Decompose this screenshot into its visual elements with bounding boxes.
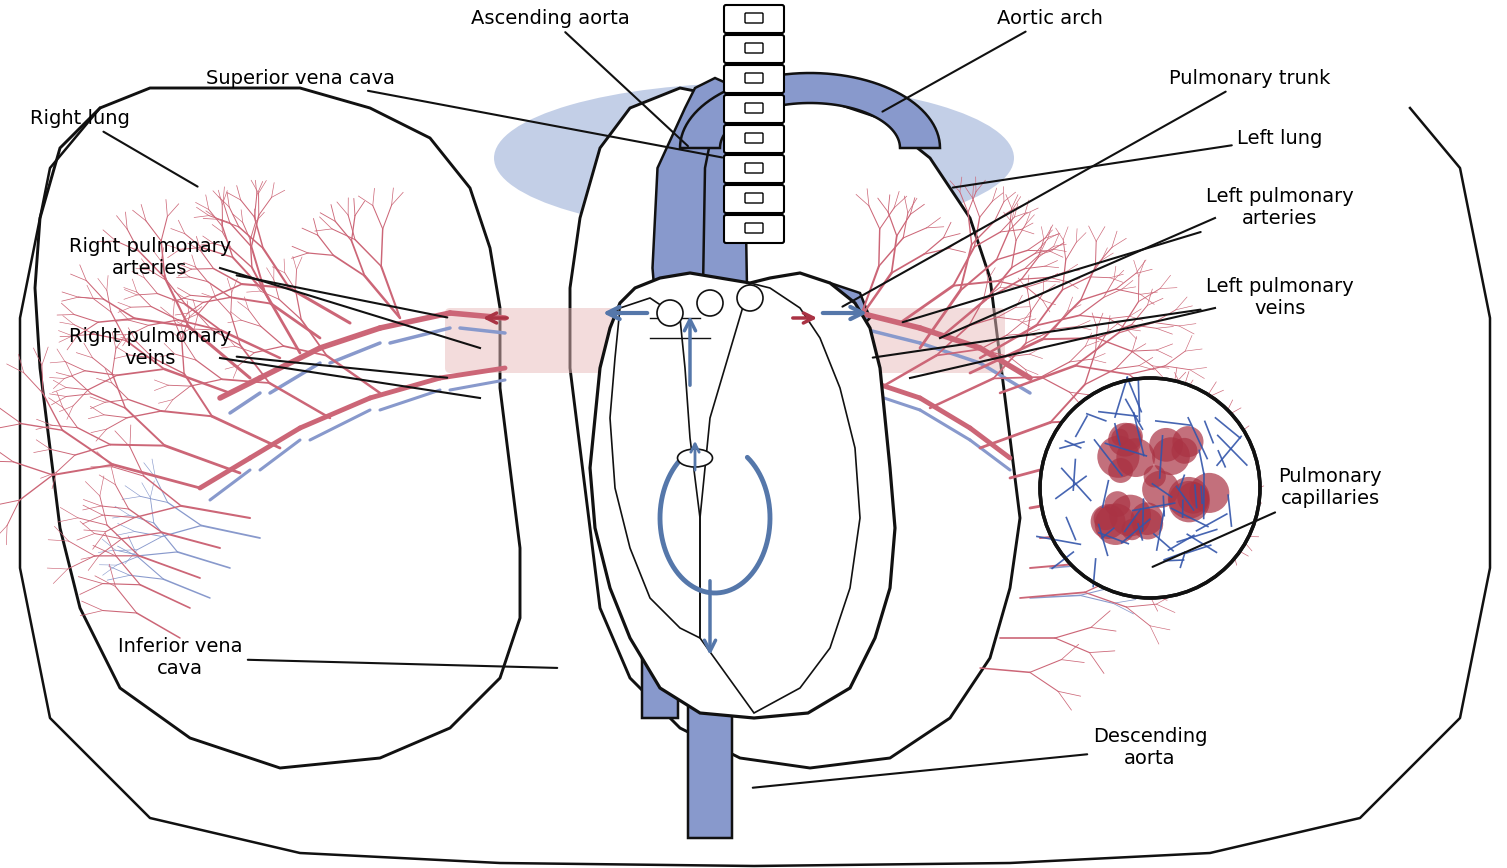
Polygon shape [591, 273, 895, 718]
FancyBboxPatch shape [744, 73, 763, 83]
Polygon shape [642, 388, 678, 718]
Circle shape [1171, 437, 1198, 464]
Circle shape [1108, 458, 1133, 483]
Text: Aortic arch: Aortic arch [883, 9, 1103, 112]
Text: Right lung: Right lung [30, 108, 197, 187]
FancyBboxPatch shape [744, 13, 763, 23]
Circle shape [1108, 423, 1142, 457]
Polygon shape [680, 73, 940, 148]
Ellipse shape [678, 449, 713, 467]
Circle shape [1130, 503, 1163, 535]
Text: Left pulmonary
veins: Left pulmonary veins [873, 278, 1353, 358]
Text: Right pulmonary
veins: Right pulmonary veins [69, 327, 448, 378]
Circle shape [1150, 428, 1183, 462]
Text: Inferior vena
cava: Inferior vena cava [118, 637, 558, 679]
Circle shape [1115, 423, 1142, 450]
FancyBboxPatch shape [744, 223, 763, 233]
Polygon shape [570, 88, 1020, 768]
Circle shape [1109, 495, 1151, 536]
Circle shape [1189, 473, 1230, 513]
Text: Descending
aorta: Descending aorta [754, 727, 1207, 788]
Circle shape [1105, 491, 1130, 516]
FancyBboxPatch shape [723, 215, 784, 243]
Polygon shape [653, 78, 737, 388]
Circle shape [1040, 378, 1260, 598]
Circle shape [1094, 503, 1136, 545]
Circle shape [1091, 504, 1126, 539]
Text: Right pulmonary
arteries: Right pulmonary arteries [69, 238, 448, 318]
Text: Left lung: Left lung [952, 128, 1323, 187]
Circle shape [1097, 436, 1139, 477]
Circle shape [1168, 481, 1210, 523]
Text: Left pulmonary
arteries: Left pulmonary arteries [903, 187, 1353, 322]
Circle shape [1132, 509, 1163, 540]
Circle shape [698, 290, 723, 316]
Text: Pulmonary trunk: Pulmonary trunk [842, 69, 1331, 306]
FancyBboxPatch shape [723, 95, 784, 123]
Circle shape [1144, 465, 1166, 488]
Polygon shape [702, 118, 747, 388]
Circle shape [1172, 426, 1204, 457]
Text: Ascending aorta: Ascending aorta [470, 9, 689, 146]
FancyBboxPatch shape [744, 133, 763, 143]
Circle shape [1177, 482, 1209, 514]
FancyBboxPatch shape [744, 163, 763, 173]
FancyBboxPatch shape [744, 193, 763, 203]
Circle shape [657, 300, 683, 326]
FancyBboxPatch shape [723, 5, 784, 33]
Circle shape [1142, 470, 1180, 508]
FancyBboxPatch shape [445, 308, 1005, 373]
Polygon shape [35, 88, 520, 768]
Circle shape [1094, 506, 1118, 530]
Text: Superior vena cava: Superior vena cava [205, 69, 722, 157]
Polygon shape [689, 368, 732, 838]
Circle shape [1121, 519, 1142, 540]
Circle shape [737, 285, 763, 311]
FancyBboxPatch shape [723, 185, 784, 213]
FancyBboxPatch shape [723, 35, 784, 63]
Text: Pulmonary
capillaries: Pulmonary capillaries [1153, 468, 1382, 567]
Circle shape [1168, 477, 1210, 519]
FancyBboxPatch shape [723, 155, 784, 183]
Polygon shape [650, 283, 870, 378]
Circle shape [1151, 437, 1191, 475]
FancyBboxPatch shape [723, 125, 784, 153]
Ellipse shape [494, 83, 1014, 233]
FancyBboxPatch shape [744, 103, 763, 113]
Circle shape [1117, 438, 1156, 477]
FancyBboxPatch shape [744, 43, 763, 53]
FancyBboxPatch shape [723, 65, 784, 93]
Circle shape [1111, 429, 1129, 446]
